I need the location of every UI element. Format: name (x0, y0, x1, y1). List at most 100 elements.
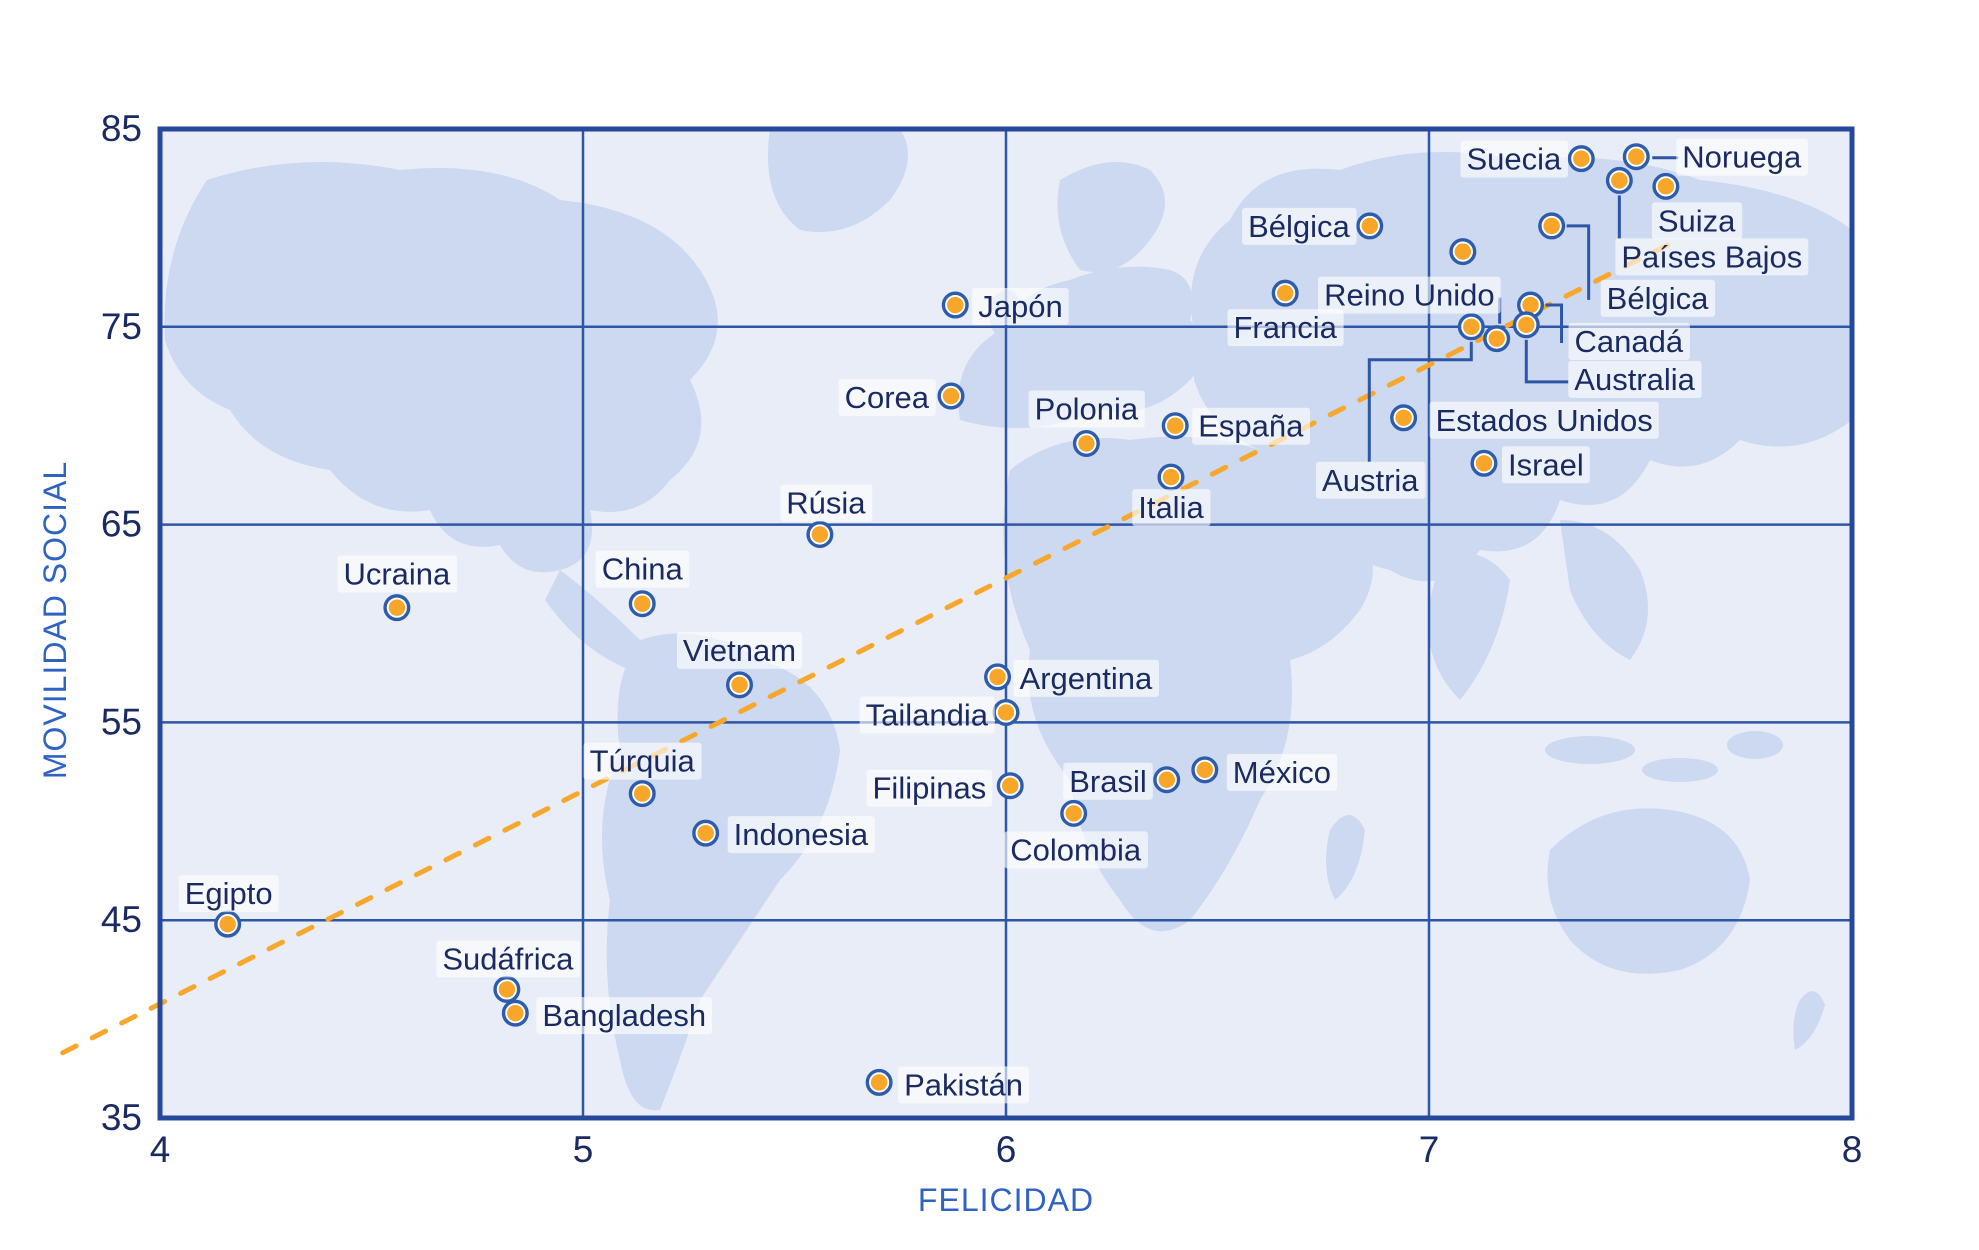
data-point-Vietnam (731, 676, 748, 694)
country-label: España (1198, 409, 1304, 444)
y-tick-85: 85 (101, 108, 142, 149)
country-label-bg (1192, 407, 1311, 445)
map-india (1428, 553, 1510, 700)
country-label: China (602, 552, 684, 587)
x-tick-7: 7 (1419, 1129, 1440, 1170)
data-point-Países Bajos (1611, 172, 1628, 189)
y-tick-75: 75 (101, 306, 142, 347)
data-point-Canadá (1522, 296, 1539, 314)
country-label: Corea (845, 380, 930, 415)
country-label-bg (838, 379, 936, 417)
country-label: Rúsia (786, 485, 866, 520)
data-point-Estados Unidos (1395, 409, 1412, 426)
y-tick-65: 65 (101, 504, 142, 545)
map-madagascar (1326, 815, 1365, 900)
map-greenland (768, 129, 908, 232)
country-label: Noruega (1682, 140, 1802, 175)
data-point-Japón (947, 296, 964, 314)
country-label-bg (1460, 140, 1569, 178)
country-label: Países Bajos (1621, 239, 1802, 274)
data-point-Argentina (989, 668, 1006, 686)
data-point-Reino Unido (1488, 330, 1505, 347)
country-label: México (1233, 755, 1331, 790)
trend-line (60, 241, 1673, 1056)
data-point-Israel (1475, 455, 1493, 472)
data-point-Brasil (1158, 771, 1175, 788)
country-label-bg (1004, 831, 1148, 869)
data-point-Colombia (1065, 805, 1082, 822)
data-point-Corea (942, 387, 960, 405)
country-label: Pakistán (904, 1067, 1023, 1102)
country-label: Vietnam (683, 633, 796, 668)
x-axis-title: FELICIDAD (918, 1182, 1094, 1218)
country-label: Ucraina (343, 557, 451, 592)
country-label: Colombia (1010, 832, 1142, 867)
data-point-Sudáfrica (498, 981, 516, 998)
country-label-bg (1063, 762, 1153, 800)
country-label-bg (676, 631, 803, 669)
country-label: Sudáfrica (442, 941, 574, 976)
data-point-Ucraina (388, 599, 406, 616)
country-label-bg (859, 696, 995, 734)
data-point (1454, 243, 1472, 260)
data-point-Bélgica (1543, 217, 1560, 235)
map-scandinavia (1057, 162, 1165, 272)
data-point-Bangladesh (507, 1004, 524, 1022)
country-label: Australia (1574, 362, 1695, 397)
data-point-Francia (1276, 284, 1294, 302)
data-point-Egipto (219, 915, 236, 933)
country-label-bg (536, 997, 713, 1035)
data-point-Suiza (1657, 178, 1675, 195)
data-point-Túrquia (634, 785, 651, 802)
map-africa (1003, 436, 1373, 932)
country-label: Polonia (1035, 392, 1139, 427)
plot-border (157, 126, 1855, 1121)
country-label: Filipinas (873, 771, 987, 806)
country-label-bg (1615, 238, 1809, 276)
y-tick-35: 35 (101, 1097, 142, 1138)
country-label: Israel (1508, 447, 1584, 482)
country-label-bg (898, 1066, 1030, 1104)
country-label: Suiza (1658, 203, 1736, 238)
data-points (214, 143, 1680, 1096)
country-label-bg (595, 550, 690, 588)
country-label-bg (178, 875, 279, 913)
country-label: Tailandia (866, 698, 989, 733)
data-point-Pakistán (870, 1074, 888, 1091)
country-label: Canadá (1575, 324, 1684, 359)
data-point-México (1196, 761, 1214, 779)
x-tick-6: 6 (996, 1129, 1017, 1170)
data-point-Noruega (1628, 148, 1645, 165)
connector-Australia (1524, 339, 1569, 384)
connector-Bélgica (1566, 224, 1591, 300)
country-label: Indonesia (734, 817, 869, 852)
country-label: Egipto (185, 876, 273, 911)
country-label: Bangladesh (542, 998, 706, 1033)
x-tick-8: 8 (1842, 1129, 1863, 1170)
country-label: Túrquia (590, 744, 696, 779)
country-label-bg (1028, 390, 1145, 428)
country-label-bg (780, 484, 873, 522)
map-indonesia (1545, 736, 1635, 764)
data-point-China (634, 595, 651, 612)
country-label: Francia (1233, 310, 1337, 345)
country-label-bg (1227, 309, 1344, 347)
country-label-bg (1318, 276, 1501, 314)
data-point-Australia (1518, 316, 1535, 334)
country-label: Austria (1322, 463, 1419, 498)
country-label-bg (972, 288, 1069, 326)
data-point-Bélgica (1361, 217, 1378, 235)
country-label: Bélgica (1607, 281, 1709, 316)
country-label-bg (1316, 461, 1426, 499)
data-point-Filipinas (1002, 777, 1019, 794)
country-label: Japón (978, 289, 1062, 324)
connector-Austria (1367, 341, 1473, 462)
y-axis-title: MOVILIDAD SOCIAL (37, 461, 73, 779)
map-new-zealand (1793, 991, 1825, 1050)
country-label-bg (436, 940, 581, 978)
country-label-bg (1568, 360, 1702, 398)
country-label-bg (1226, 753, 1338, 791)
country-label: Reino Unido (1324, 278, 1495, 313)
